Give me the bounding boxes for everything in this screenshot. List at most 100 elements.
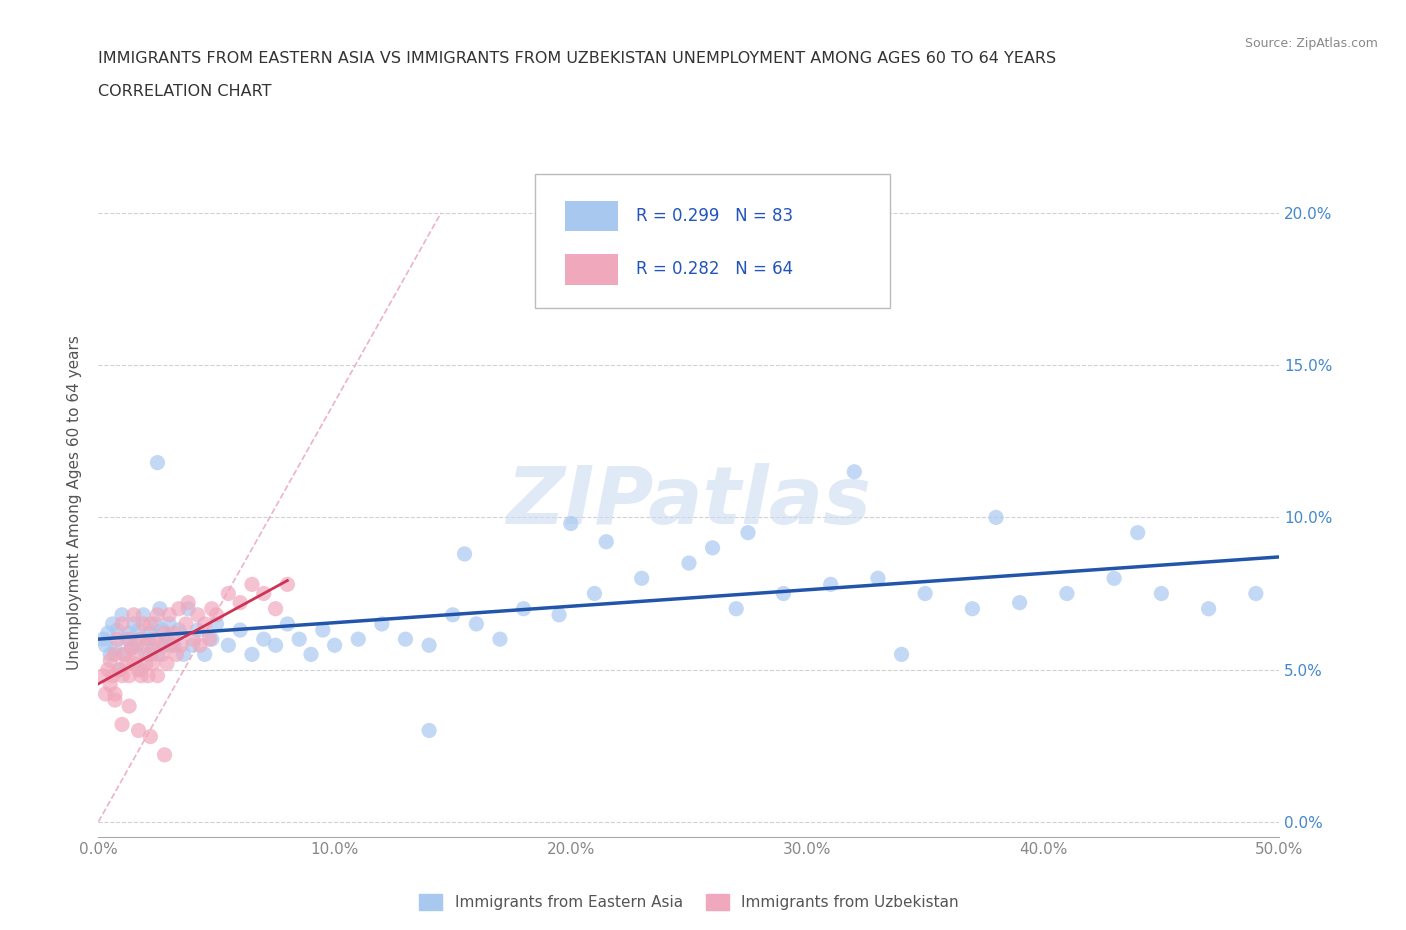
Point [489,631,512,646]
Point [122,617,145,631]
Point [167,602,190,617]
Point [153,626,176,641]
Point [115,631,138,646]
Point [1198,602,1220,617]
Text: Source: ZipAtlas.com: Source: ZipAtlas.com [1244,37,1378,50]
Point [201,631,224,646]
Point [111,607,134,622]
Point [112,647,135,662]
Point [465,617,488,631]
Point [702,540,724,555]
Point [153,638,176,653]
Bar [565,201,619,231]
Point [441,607,464,622]
Point [98,647,121,662]
Point [153,748,176,763]
Text: R = 0.299   N = 83: R = 0.299 N = 83 [636,206,793,225]
Point [1008,595,1031,610]
Point [156,631,179,646]
Point [143,631,166,646]
Point [264,602,287,617]
Point [253,586,276,601]
Point [118,626,141,641]
Point [187,622,209,637]
Point [94,638,117,653]
Legend: Immigrants from Eastern Asia, Immigrants from Uzbekistan: Immigrants from Eastern Asia, Immigrants… [413,888,965,916]
Point [115,656,138,671]
Point [240,647,263,662]
Point [890,647,912,662]
Point [122,656,145,671]
Point [128,622,150,637]
Point [111,617,134,631]
Point [253,631,276,646]
Point [1244,586,1267,601]
Point [1102,571,1125,586]
Point [172,647,194,662]
Point [118,631,141,646]
Point [229,622,252,637]
Point [188,638,211,653]
Point [111,669,134,684]
Point [101,669,124,684]
Point [844,464,866,479]
Point [104,686,127,701]
Point [139,617,162,631]
Point [512,602,534,617]
Point [139,729,162,744]
Point [125,647,148,662]
Point [418,638,440,653]
Point [418,723,440,737]
Point [187,607,209,622]
Point [181,638,204,653]
Point [101,617,124,631]
Point [136,631,159,646]
Bar [565,255,619,285]
Point [94,686,117,701]
Point [595,535,617,550]
Point [105,631,128,646]
Point [125,638,148,653]
Text: R = 0.282   N = 64: R = 0.282 N = 64 [636,260,793,278]
Point [146,607,169,622]
Y-axis label: Unemployment Among Ages 60 to 64 years: Unemployment Among Ages 60 to 64 years [67,335,83,670]
Point [167,622,190,637]
Point [181,631,204,646]
Point [276,617,298,631]
Point [129,669,152,684]
Text: ZIPatlas: ZIPatlas [506,463,872,541]
Point [217,638,239,653]
Point [111,717,134,732]
Point [121,641,143,656]
Point [136,669,159,684]
Point [149,602,172,617]
Point [725,602,748,617]
Point [129,662,152,677]
Point [104,647,127,662]
Point [135,638,157,653]
Point [866,571,889,586]
Point [163,626,186,641]
Point [299,647,322,662]
Point [108,662,131,677]
Point [678,555,700,570]
Point [157,617,180,631]
Point [118,698,141,713]
Point [108,662,131,677]
Point [347,631,370,646]
Point [146,647,169,662]
Point [1126,525,1149,540]
Point [150,647,173,662]
Point [156,656,179,671]
Point [143,617,166,631]
Point [630,571,652,586]
Point [174,617,197,631]
Point [194,617,217,631]
Point [146,669,169,684]
Point [394,631,416,646]
Point [105,622,128,637]
Point [157,607,180,622]
Point [1056,586,1078,601]
Point [737,525,759,540]
Point [142,656,165,671]
